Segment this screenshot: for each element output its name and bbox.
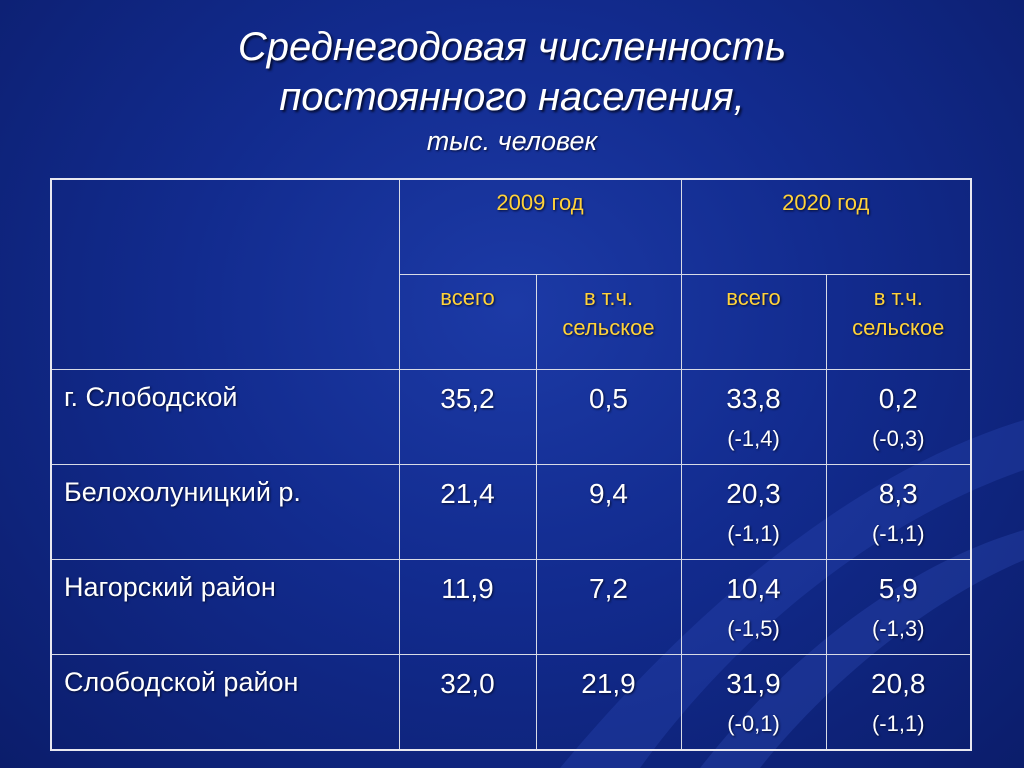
cell-2009-total: 32,0 [398, 654, 537, 751]
table-row: Белохолуницкий р. 21,4 9,4 20,3 (-1,1) 8,… [50, 464, 972, 560]
value: 33,8 [726, 383, 781, 414]
value: 31,9 [726, 668, 781, 699]
cell-2020-total: 20,3 (-1,1) [680, 464, 827, 560]
title-line-2: постоянного населения, [279, 75, 745, 119]
value: 7,2 [589, 573, 628, 604]
subheader-2009-total: всего [398, 274, 537, 370]
value: 20,3 [726, 478, 781, 509]
table-row: г. Слободской 35,2 0,5 33,8 (-1,4) 0,2 (-0… [50, 369, 972, 465]
value: 20,8 [871, 668, 926, 699]
change: (-1,3) [871, 616, 925, 641]
subheader-2009-rural: в т.ч. сельское [535, 274, 682, 370]
value: 0,5 [589, 383, 628, 414]
header-row-sub: всего в т.ч. сельское всего в т.ч. сельс… [51, 274, 972, 370]
value: 21,9 [581, 668, 636, 699]
value: 0,2 [878, 383, 918, 414]
cell-2009-rural: 9,4 [535, 464, 682, 560]
value: 10,4 [726, 573, 781, 604]
change: (-1,1) [871, 711, 925, 736]
value: 21,4 [440, 478, 495, 509]
population-table: 2009 год 2020 год всего в т.ч. сельское … [50, 178, 972, 751]
subheader-2020-rural: в т.ч. сельское [825, 274, 972, 370]
corner-cell [50, 178, 400, 370]
cell-2009-rural: 0,5 [535, 369, 682, 465]
row-label: Слободской район [50, 654, 400, 751]
row-label: Белохолуницкий р. [50, 464, 400, 560]
change: (-1,5) [727, 616, 780, 641]
cell-2020-rural: 0,2 (-0,3) [825, 369, 972, 465]
title-units: тыс. человек [426, 126, 598, 156]
change: (-0,3) [871, 426, 925, 451]
cell-2020-total: 33,8 (-1,4) [680, 369, 827, 465]
cell-2020-rural: 8,3 (-1,1) [825, 464, 972, 560]
change: (-0,1) [727, 711, 780, 736]
subheader-2020-total: всего [680, 274, 827, 370]
value: 9,4 [589, 478, 628, 509]
table-row: Слободской район 32,0 21,9 31,9 (-0,1) 20… [50, 654, 972, 751]
value: 11,9 [441, 573, 494, 604]
header-row-years: 2009 год 2020 год [50, 178, 972, 370]
cell-2009-rural: 7,2 [535, 559, 682, 655]
title-line-1: Среднегодовая численность [237, 25, 787, 69]
cell-2020-total: 10,4 (-1,5) [680, 559, 827, 655]
value: 5,9 [878, 573, 918, 604]
value: 32,0 [440, 668, 495, 699]
table-row: Нагорский район 11,9 7,2 10,4 (-1,5) 5,9 (… [50, 559, 972, 655]
change: (-1,1) [727, 521, 780, 546]
header-year-2009: 2009 год [398, 178, 682, 275]
slide-title: Среднегодовая численность постоянного на… [0, 22, 1024, 158]
cell-2009-total: 11,9 [398, 559, 537, 655]
cell-2009-total: 35,2 [398, 369, 537, 465]
row-label: Нагорский район [50, 559, 400, 655]
change: (-1,4) [727, 426, 780, 451]
cell-2020-rural: 20,8 (-1,1) [825, 654, 972, 751]
header-year-2020: 2020 год [680, 178, 972, 275]
cell-2009-total: 21,4 [398, 464, 537, 560]
value: 35,2 [440, 383, 495, 414]
cell-2020-rural: 5,9 (-1,3) [825, 559, 972, 655]
cell-2009-rural: 21,9 [535, 654, 682, 751]
cell-2020-total: 31,9 (-0,1) [680, 654, 827, 751]
value: 8,3 [878, 478, 918, 509]
row-label: г. Слободской [50, 369, 400, 465]
change: (-1,1) [871, 521, 925, 546]
